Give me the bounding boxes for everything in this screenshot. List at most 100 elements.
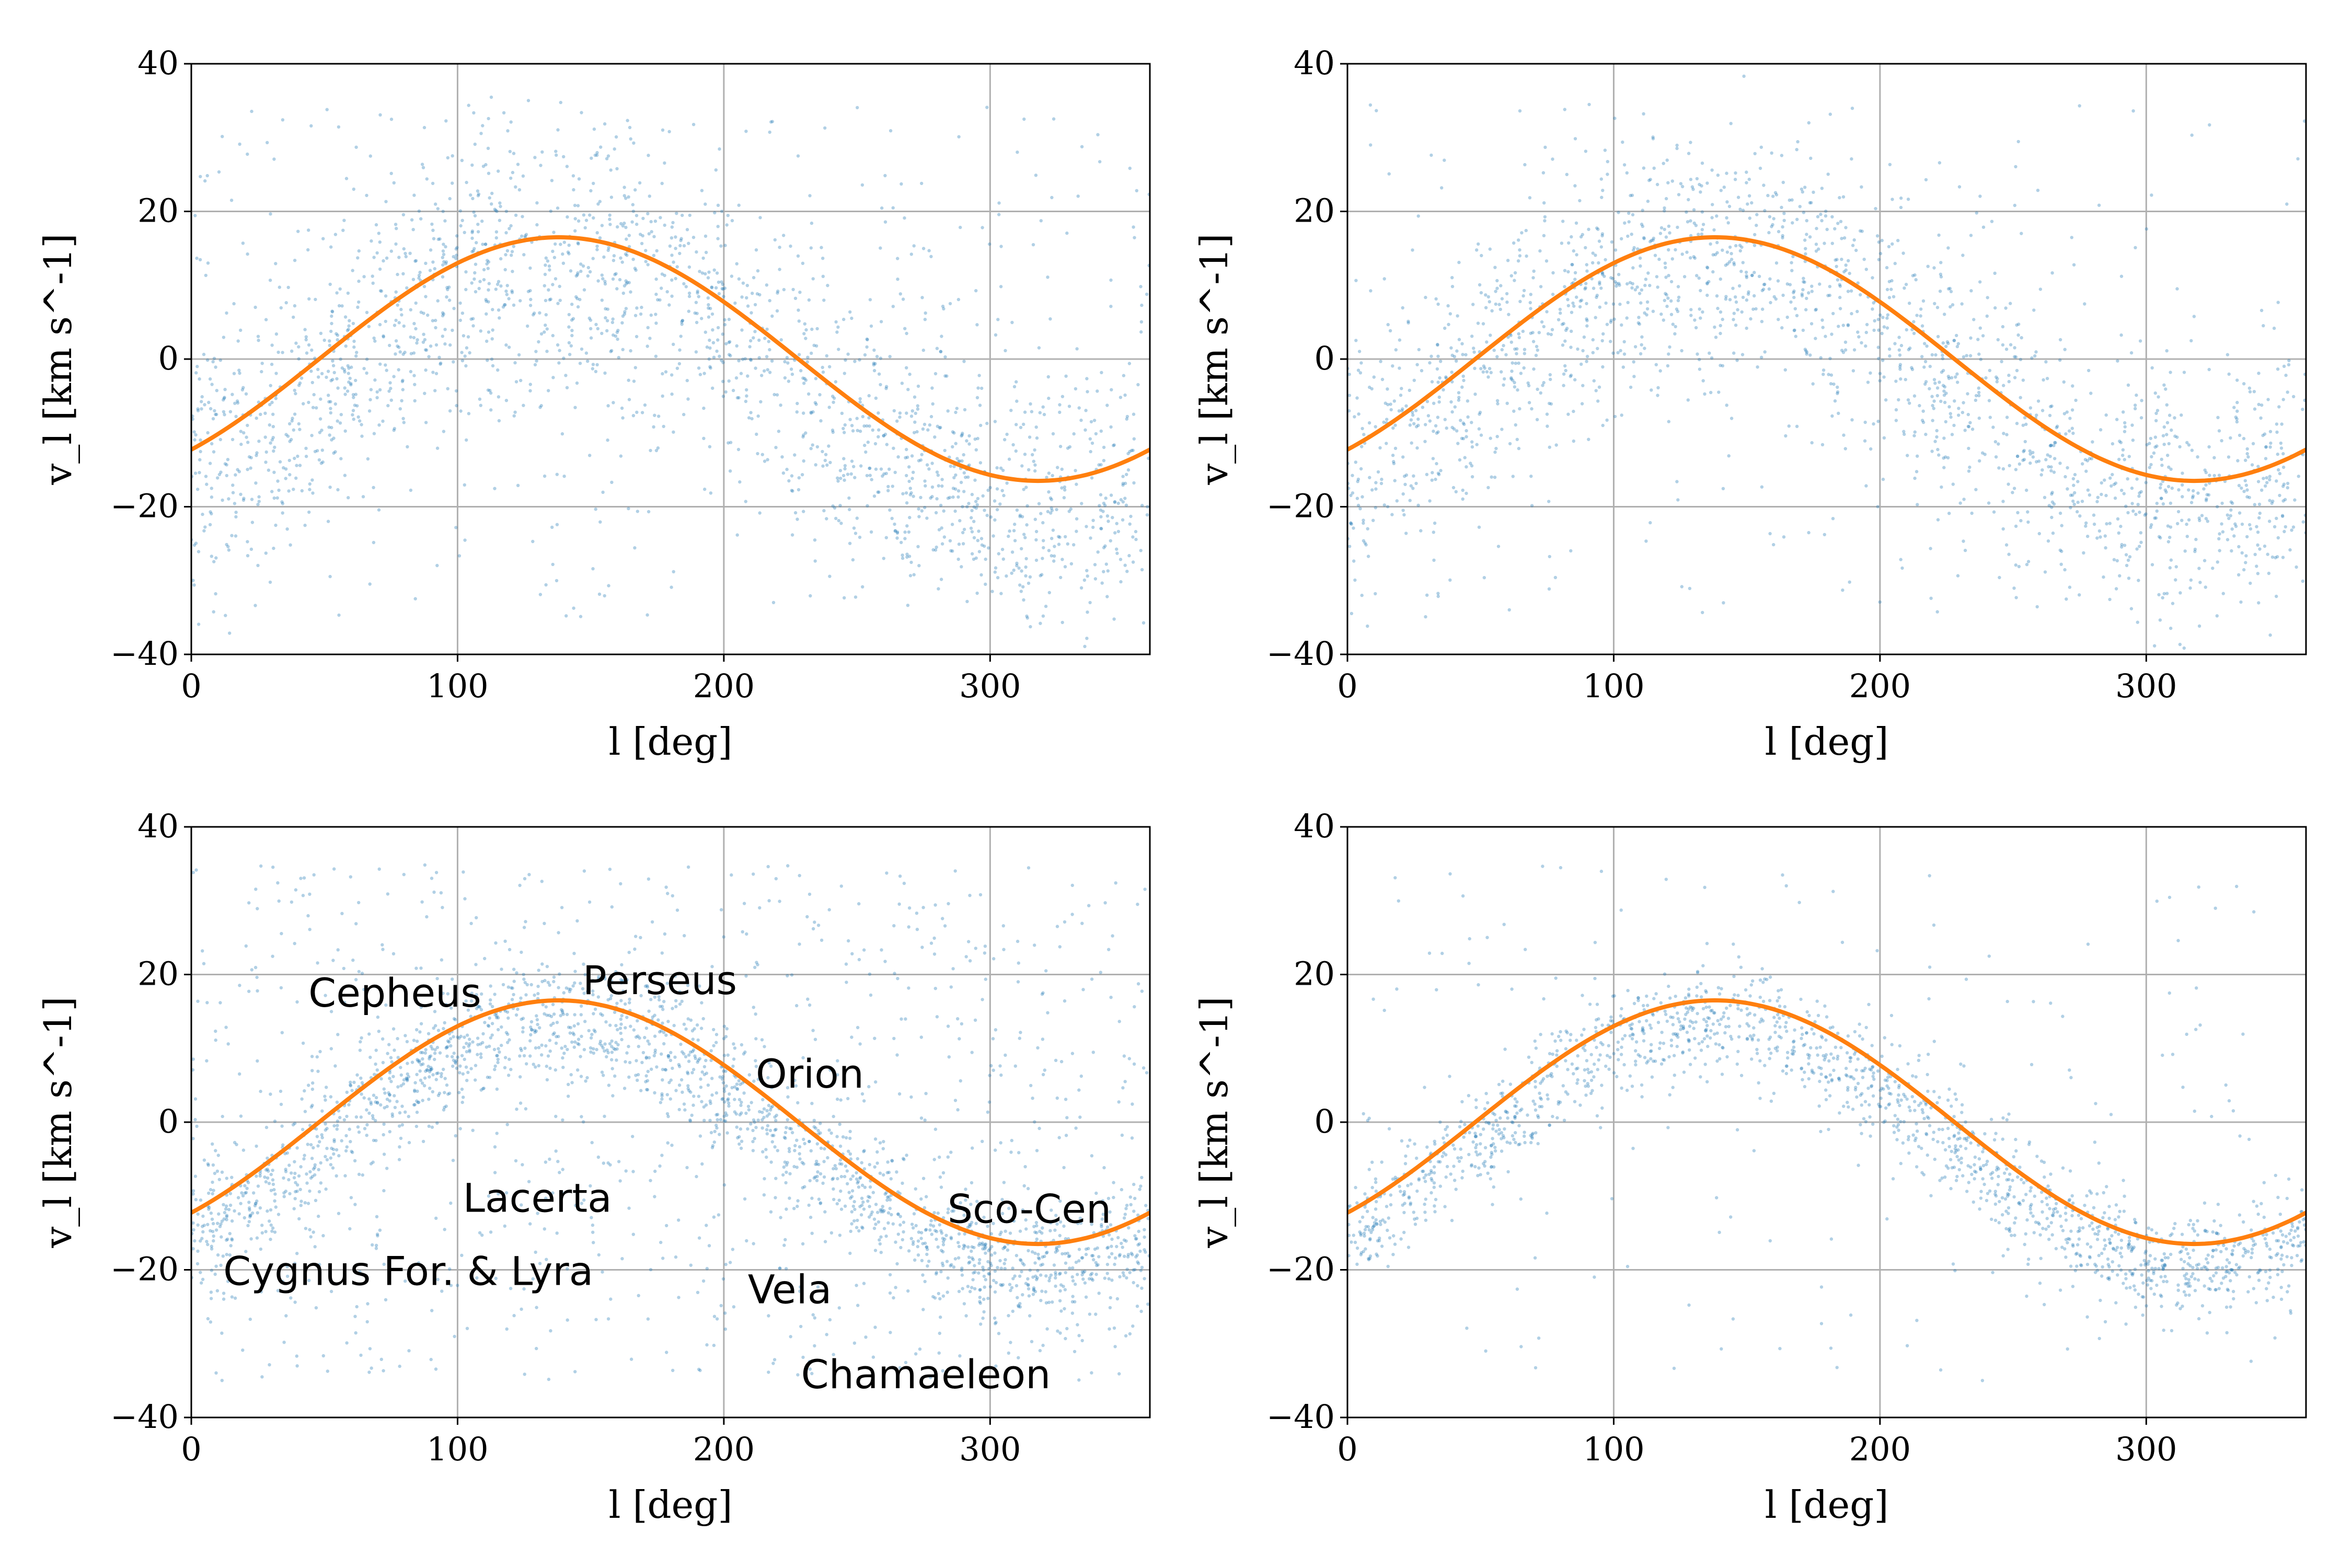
scatter-point	[1677, 295, 1681, 299]
scatter-point	[1890, 242, 1894, 246]
scatter-point	[214, 412, 217, 417]
scatter-point	[222, 398, 225, 402]
scatter-point	[620, 260, 624, 264]
scatter-point	[2247, 495, 2251, 499]
scatter-point	[2095, 500, 2099, 503]
scatter-point	[271, 1178, 275, 1182]
scatter-point	[244, 392, 248, 396]
scatter-point	[1800, 292, 1804, 296]
model-curve	[1347, 235, 2306, 483]
scatter-point	[499, 204, 502, 209]
scatter-point	[614, 135, 618, 139]
scatter-point	[858, 1205, 862, 1208]
scatter-point	[1096, 133, 1100, 136]
scatter-point	[1592, 379, 1596, 383]
scatter-point	[908, 493, 912, 497]
scatter-point	[1544, 259, 1549, 263]
scatter-point	[2040, 409, 2045, 412]
scatter-point	[393, 1105, 397, 1110]
scatter-point	[853, 1207, 857, 1212]
scatter-point	[250, 109, 253, 113]
scatter-point	[451, 181, 454, 185]
scatter-point	[441, 335, 444, 338]
scatter-point	[1732, 263, 1736, 267]
scatter-point	[1617, 282, 1621, 285]
scatter-point	[591, 567, 595, 571]
scatter-point	[1685, 250, 1689, 254]
scatter-point	[622, 221, 626, 225]
scatter-point	[1403, 482, 1407, 486]
scatter-point	[628, 1001, 631, 1005]
scatter-point	[419, 217, 423, 221]
scatter-point	[1594, 389, 1598, 393]
scatter-point	[913, 395, 917, 399]
scatter-point	[324, 1187, 328, 1191]
scatter-point	[1734, 295, 1737, 299]
scatter-point	[2050, 271, 2054, 275]
scatter-point	[868, 466, 871, 470]
scatter-point	[330, 438, 333, 442]
scatter-point	[709, 366, 712, 370]
scatter-point	[760, 453, 765, 456]
scatter-point	[396, 1037, 399, 1041]
scatter-point	[463, 230, 466, 234]
scatter-point	[707, 306, 710, 310]
scatter-point	[538, 311, 541, 315]
scatter-point	[1110, 1252, 1114, 1255]
scatter-point	[1711, 203, 1714, 206]
scatter-point	[1489, 436, 1492, 440]
scatter-point	[842, 317, 846, 321]
scatter-point	[351, 269, 354, 272]
scatter-point	[1132, 481, 1136, 485]
scatter-point	[891, 305, 895, 308]
scatter-point	[2140, 399, 2143, 402]
scatter-point	[328, 343, 331, 347]
scatter-point	[216, 476, 220, 480]
scatter-point	[1819, 212, 1823, 216]
scatter-point	[394, 352, 397, 356]
scatter-point	[1724, 263, 1727, 267]
scatter-point	[799, 1285, 802, 1289]
scatter-point	[2204, 499, 2208, 502]
scatter-point	[2134, 512, 2138, 516]
scatter-point	[2149, 525, 2152, 529]
scatter-point	[804, 431, 808, 435]
scatter-point	[2144, 481, 2148, 485]
scatter-point	[2053, 457, 2057, 460]
scatter-point	[983, 1247, 987, 1251]
scatter-point	[1584, 246, 1587, 250]
scatter-point	[1838, 307, 1842, 310]
scatter-point	[1143, 1228, 1146, 1231]
scatter-point	[2095, 536, 2099, 540]
scatter-point	[1513, 271, 1517, 275]
scatter-point	[458, 318, 462, 322]
scatter-point	[785, 467, 789, 471]
scatter-point	[1908, 302, 1911, 305]
scatter-point	[1511, 475, 1515, 478]
scatter-point	[889, 1331, 892, 1334]
scatter-point	[463, 354, 467, 358]
scatter-point	[979, 423, 983, 428]
scatter-point	[1648, 240, 1652, 244]
scatter-point	[984, 1278, 988, 1282]
scatter-point	[1502, 383, 1505, 387]
scatter-point	[2122, 410, 2125, 414]
scatter-point	[882, 434, 886, 437]
scatter-point	[627, 398, 631, 401]
scatter-point	[586, 266, 591, 270]
scatter-point	[1139, 320, 1144, 324]
scatter-point	[813, 920, 816, 924]
scatter-point	[2020, 232, 2023, 235]
scatter-point	[309, 370, 313, 373]
scatter-point	[1761, 307, 1765, 311]
scatter-point	[360, 423, 363, 426]
scatter-point	[285, 1151, 289, 1155]
scatter-point	[1725, 216, 1728, 220]
scatter-point	[303, 1201, 307, 1205]
scatter-point	[1569, 375, 1572, 378]
scatter-point	[2026, 560, 2031, 563]
scatter-point	[1539, 285, 1543, 289]
scatter-point	[344, 344, 348, 348]
scatter-point	[397, 321, 401, 325]
scatter-point	[940, 542, 944, 546]
